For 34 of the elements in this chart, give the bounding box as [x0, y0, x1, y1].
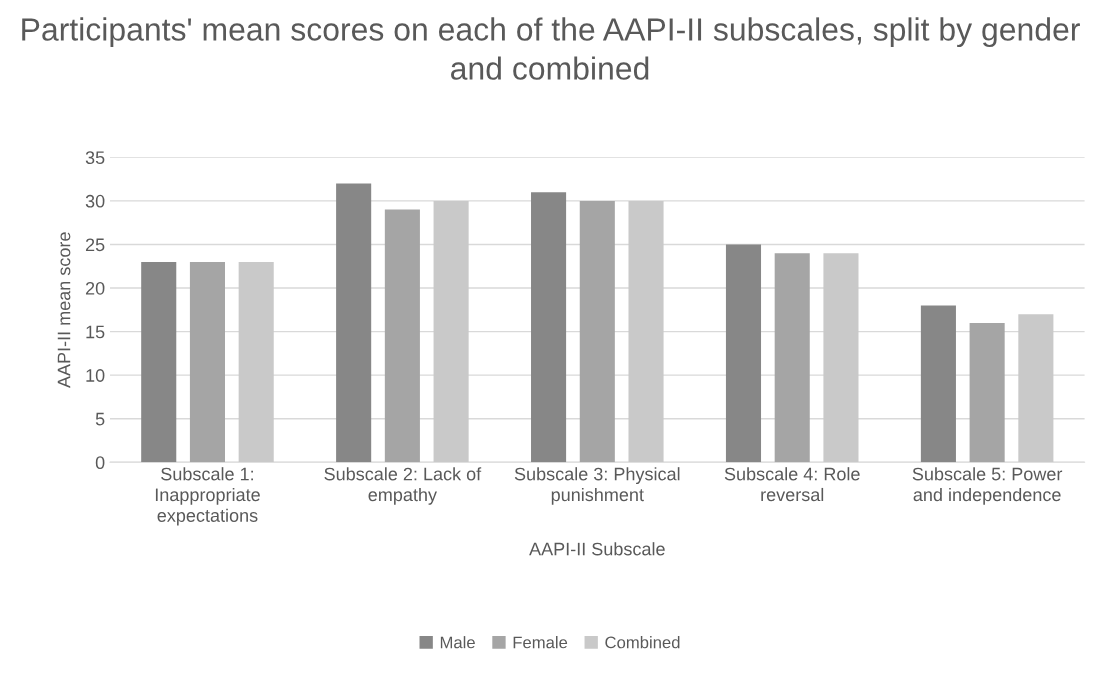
x-axis-title: AAPI-II Subscale	[529, 542, 665, 556]
y-tick-label: 20	[85, 281, 105, 295]
bar	[920, 305, 956, 463]
bar	[823, 253, 859, 463]
bar	[1018, 314, 1054, 463]
bar	[238, 261, 274, 463]
bar	[336, 183, 372, 463]
bar	[628, 200, 664, 463]
bar	[189, 261, 225, 463]
x-tick-label: Subscale 1: Inappropriate expectations	[155, 467, 260, 526]
legend-label: Female	[513, 636, 568, 649]
y-tick-label: 5	[95, 412, 105, 426]
y-axis-title: AAPI-II mean score	[57, 232, 71, 389]
chart-title: Participants' mean scores on each of the AAPI-II subscales, split by gender and combined	[22, 17, 1080, 80]
x-tick-label: Subscale 5: Power and independence	[912, 467, 1063, 505]
bar	[969, 322, 1005, 463]
bar	[531, 192, 567, 463]
x-tick-label: Subscale 3: Physical punishment	[514, 467, 680, 505]
y-tick-label: 15	[86, 325, 105, 339]
bar	[433, 200, 469, 463]
bar	[141, 261, 177, 463]
bar	[579, 200, 615, 463]
x-tick-label: Subscale 2: Lack of empathy	[324, 467, 482, 505]
bar	[774, 253, 810, 463]
y-tick-label: 0	[95, 456, 105, 470]
bar	[725, 244, 762, 463]
y-tick-label: 35	[85, 151, 105, 165]
legend-label: Combined	[605, 636, 680, 649]
x-tick-label: Subscale 4: Role reversal	[724, 467, 860, 502]
bar	[384, 209, 420, 463]
y-tick-label: 30	[85, 194, 105, 208]
legend-label: Male	[440, 636, 475, 649]
y-tick-label: 25	[85, 238, 105, 252]
y-tick-label: 10	[86, 369, 105, 382]
